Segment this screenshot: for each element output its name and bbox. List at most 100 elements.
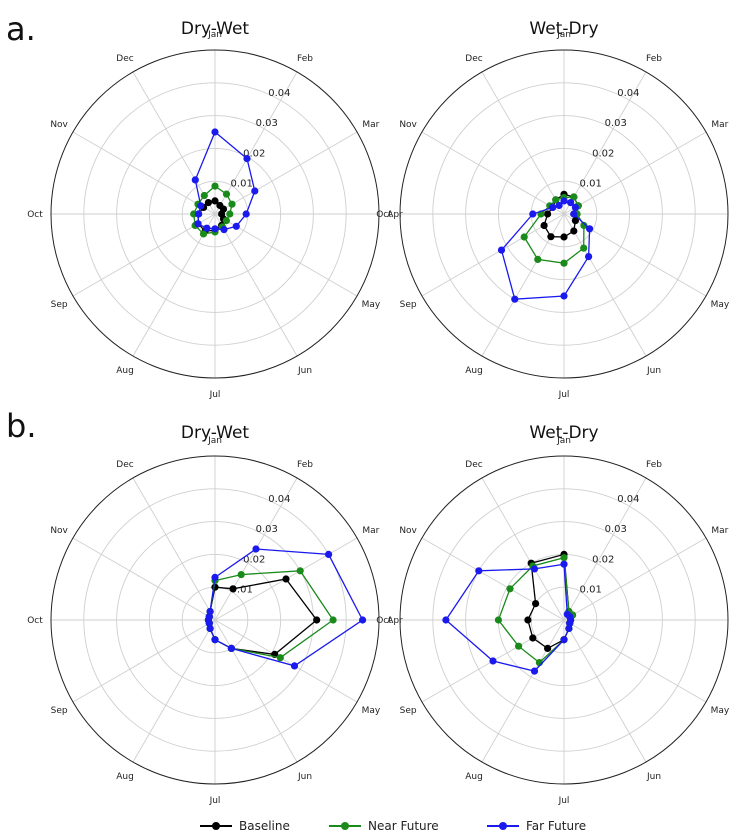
month-label-jul: Jul — [209, 390, 221, 400]
polar-frame — [50, 49, 380, 379]
grid-spoke — [563, 477, 647, 621]
data-point-near-future — [222, 190, 231, 198]
grid-spoke — [563, 619, 707, 703]
data-point-near-future — [520, 233, 528, 241]
data-point-far-future — [549, 203, 557, 211]
radial-tick-label: 0.04 — [617, 494, 639, 505]
month-label-oct: Oct — [376, 210, 392, 220]
month-label-nov: Nov — [399, 526, 417, 536]
chart-title: Wet-Dry — [529, 19, 598, 39]
radial-tick-label: 0.01 — [231, 179, 253, 190]
data-point-baseline — [571, 217, 580, 225]
data-point-baseline — [570, 227, 578, 235]
legend-label: Baseline — [239, 819, 290, 831]
month-label-jul: Jul — [558, 390, 570, 400]
data-point-far-future — [560, 292, 568, 300]
month-label-sep: Sep — [51, 706, 68, 716]
month-label-aug: Aug — [116, 366, 134, 376]
data-point-near-future — [228, 200, 236, 208]
month-label-jul: Jul — [558, 796, 570, 806]
month-label-may: May — [711, 300, 730, 310]
month-label-nov: Nov — [399, 120, 417, 130]
data-point-near-future — [211, 182, 219, 190]
month-label-jun: Jun — [297, 366, 312, 376]
data-point-baseline — [560, 233, 568, 241]
month-label-oct: Oct — [27, 616, 43, 626]
data-point-far-future — [325, 550, 333, 559]
polar-chart-a-wet-dry: Wet-Dry Jan Feb Mar Apr May Jun Jul Aug Sep Oct No… — [376, 19, 730, 400]
radial-tick-label: 0.02 — [243, 148, 265, 159]
data-point-near-future — [222, 217, 230, 225]
radial-tick-label: 0.03 — [605, 118, 627, 129]
month-label-jan: Jan — [556, 436, 571, 446]
grid-spoke — [72, 213, 216, 297]
legend: Baseline Near Future Far Future — [200, 819, 586, 831]
data-point-baseline — [544, 210, 552, 218]
month-label-feb: Feb — [646, 54, 662, 64]
data-point-far-future — [511, 295, 519, 303]
data-point-near-future — [276, 654, 284, 662]
radial-tick-label: 0.03 — [256, 524, 278, 535]
month-label-oct: Oct — [376, 616, 392, 626]
panel-label-a: a. — [6, 10, 36, 48]
month-label-mar: Mar — [362, 526, 379, 536]
data-point-far-future — [242, 210, 250, 218]
month-label-jun: Jun — [646, 366, 661, 376]
series-line-near-future — [207, 570, 334, 659]
grid-spoke — [72, 131, 216, 215]
data-point-far-future — [560, 636, 568, 644]
data-point-near-future — [506, 585, 514, 593]
data-point-far-future — [195, 210, 203, 218]
month-label-feb: Feb — [297, 460, 313, 470]
month-label-nov: Nov — [50, 120, 68, 130]
grid-spoke — [563, 213, 647, 357]
grid-spoke — [421, 537, 565, 621]
polar-frame — [399, 49, 729, 379]
data-point-baseline — [544, 644, 552, 653]
data-point-near-future — [580, 221, 588, 230]
grid-spoke — [132, 71, 216, 215]
data-point-far-future — [585, 253, 593, 261]
series-line-near-future — [497, 556, 574, 664]
data-point-near-future — [534, 255, 542, 263]
data-point-baseline — [229, 585, 237, 593]
grid-spoke — [563, 619, 647, 763]
data-point-far-future — [586, 225, 594, 233]
month-label-jan: Jan — [207, 30, 222, 40]
radial-tick-label: 0.01 — [580, 585, 602, 596]
month-label-jan: Jan — [556, 30, 571, 40]
data-point-far-future — [290, 662, 299, 670]
month-label-mar: Mar — [711, 120, 728, 130]
data-point-far-future — [570, 210, 578, 218]
data-point-baseline — [540, 221, 548, 230]
radial-tick-label: 0.01 — [231, 585, 253, 596]
polar-chart-b-dry-wet: Dry-Wet Jan Feb Mar Apr May Jun Jul Aug Sep Oct No… — [27, 423, 403, 806]
data-point-baseline — [204, 199, 212, 207]
data-point-far-future — [211, 573, 219, 582]
legend-label: Near Future — [368, 819, 439, 831]
month-label-dec: Dec — [116, 460, 133, 470]
legend-item-far-future: Far Future — [487, 819, 586, 831]
month-label-may: May — [362, 706, 381, 716]
month-label-nov: Nov — [50, 526, 68, 536]
data-point-far-future — [211, 128, 219, 136]
polar-chart-b-wet-dry: Wet-Dry Jan Feb Mar Apr May Jun Jul Aug Sep Oct No… — [376, 423, 730, 806]
radial-tick-label: 0.04 — [268, 88, 290, 99]
data-point-near-future — [580, 244, 588, 252]
panel-label-b: b. — [6, 407, 36, 445]
legend-label: Far Future — [526, 819, 586, 831]
month-label-jun: Jun — [297, 772, 312, 782]
radial-tick-label: 0.03 — [605, 524, 627, 535]
grid-spoke — [563, 537, 707, 621]
month-label-may: May — [711, 706, 730, 716]
month-label-sep: Sep — [400, 706, 417, 716]
polar-chart-a-dry-wet: Dry-Wet Jan Feb Mar Apr May Jun Jul Aug Sep Oct No… — [27, 19, 403, 400]
grid-spoke — [481, 619, 565, 763]
data-point-baseline — [529, 634, 537, 642]
data-point-far-future — [560, 197, 568, 205]
data-point-far-future — [232, 222, 240, 230]
month-label-dec: Dec — [116, 54, 133, 64]
data-point-near-future — [560, 554, 568, 562]
data-point-far-future — [203, 224, 211, 232]
grid-spoke — [214, 213, 298, 357]
